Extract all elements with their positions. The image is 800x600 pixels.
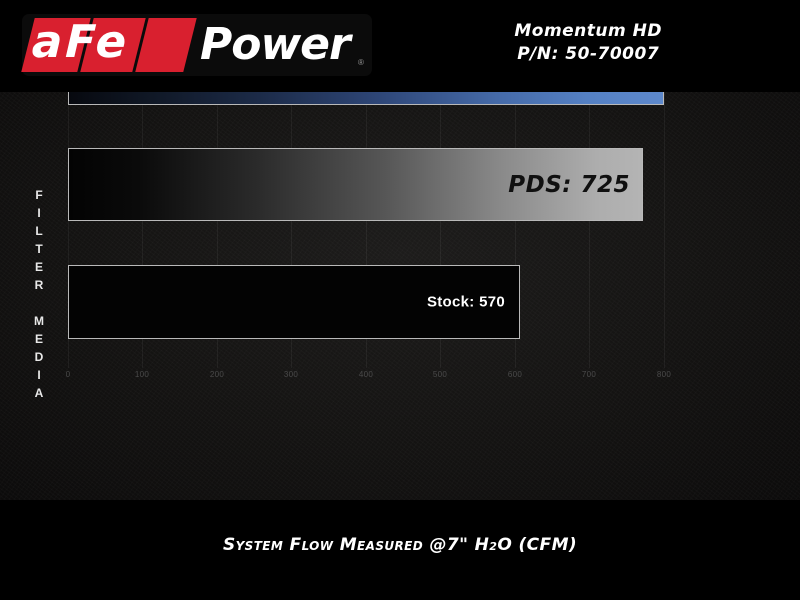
header-product-info: Momentum HD P/N: 50-70007 (514, 20, 662, 66)
x-axis-tick-600: 600 (507, 370, 523, 379)
y-axis-title: FILTER MEDIA (32, 188, 46, 404)
logo-letters-afe: aFe (31, 15, 131, 68)
bar-pds: PDS: 725 (68, 148, 643, 221)
footer-band (0, 500, 800, 600)
caption-prefix: System Flow Measured @7" H (222, 535, 490, 555)
x-axis-tick-100: 100 (134, 370, 150, 379)
x-axis-caption: System Flow Measured @7" H2O (CFM) (0, 535, 800, 555)
x-axis-tick-200: 200 (209, 370, 225, 379)
x-axis-tick-700: 700 (581, 370, 597, 379)
bar-stock: Stock: 570 (68, 265, 520, 339)
bar-label-pds: PDS: 725 (508, 171, 630, 198)
logo-red-block-3 (135, 18, 197, 72)
bar-label-stock: Stock: 570 (426, 293, 505, 311)
x-axis-tick-0: 0 (65, 370, 71, 379)
logo-word-power: Power (200, 19, 351, 70)
x-axis-tick-500: 500 (432, 370, 448, 379)
x-axis-tick-800: 800 (656, 370, 672, 379)
x-axis-tick-300: 300 (283, 370, 299, 379)
x-axis-tick-400: 400 (358, 370, 374, 379)
gridline-800 (664, 0, 665, 368)
caption-suffix: O (CFM) (497, 535, 578, 555)
product-line-name: Momentum HD (514, 21, 662, 41)
registered-mark-icon: ® (358, 58, 364, 67)
caption-subscript: 2 (489, 540, 498, 553)
afe-power-logo: aFe Power ® (21, 14, 372, 76)
product-part-number: P/N: 50-70007 (517, 44, 660, 64)
